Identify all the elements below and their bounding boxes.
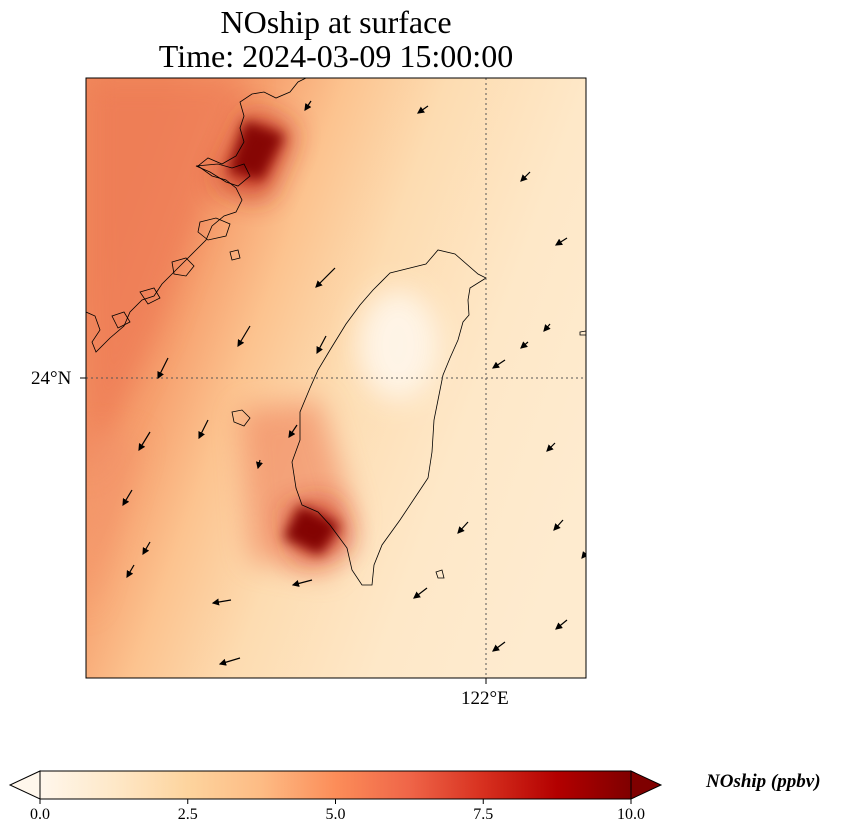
colorbar-tick-label: 5.0 xyxy=(325,806,346,823)
title-variable: NOship at surface xyxy=(220,4,452,40)
colorbar-tick-label: 2.5 xyxy=(177,806,198,823)
colorbar-extend-high xyxy=(630,770,663,800)
china-coastline xyxy=(86,78,307,353)
colorbar-ticks xyxy=(39,799,632,804)
taiwan-coastline xyxy=(291,249,487,586)
colorbar-tick-label: 7.5 xyxy=(473,806,494,823)
colorbar-gradient xyxy=(39,770,632,800)
lat-tick-label: 24°N xyxy=(31,368,72,389)
map-title: NOship at surface Time: 2024-03-09 15:00… xyxy=(86,5,586,73)
title-time: Time: 2024-03-09 15:00:00 xyxy=(158,38,514,74)
colorbar-title: NOship (ppbv) xyxy=(706,771,821,792)
colorbar xyxy=(8,770,663,804)
colorbar-tick-label: 10.0 xyxy=(617,806,645,823)
gridlines xyxy=(86,78,586,678)
wind-vectors xyxy=(122,100,586,666)
lon-tick-label: 122°E xyxy=(461,688,509,709)
coastlines xyxy=(86,78,586,586)
colorbar-tick-label: 0.0 xyxy=(30,806,50,823)
colorbar-extend-low xyxy=(8,770,41,800)
